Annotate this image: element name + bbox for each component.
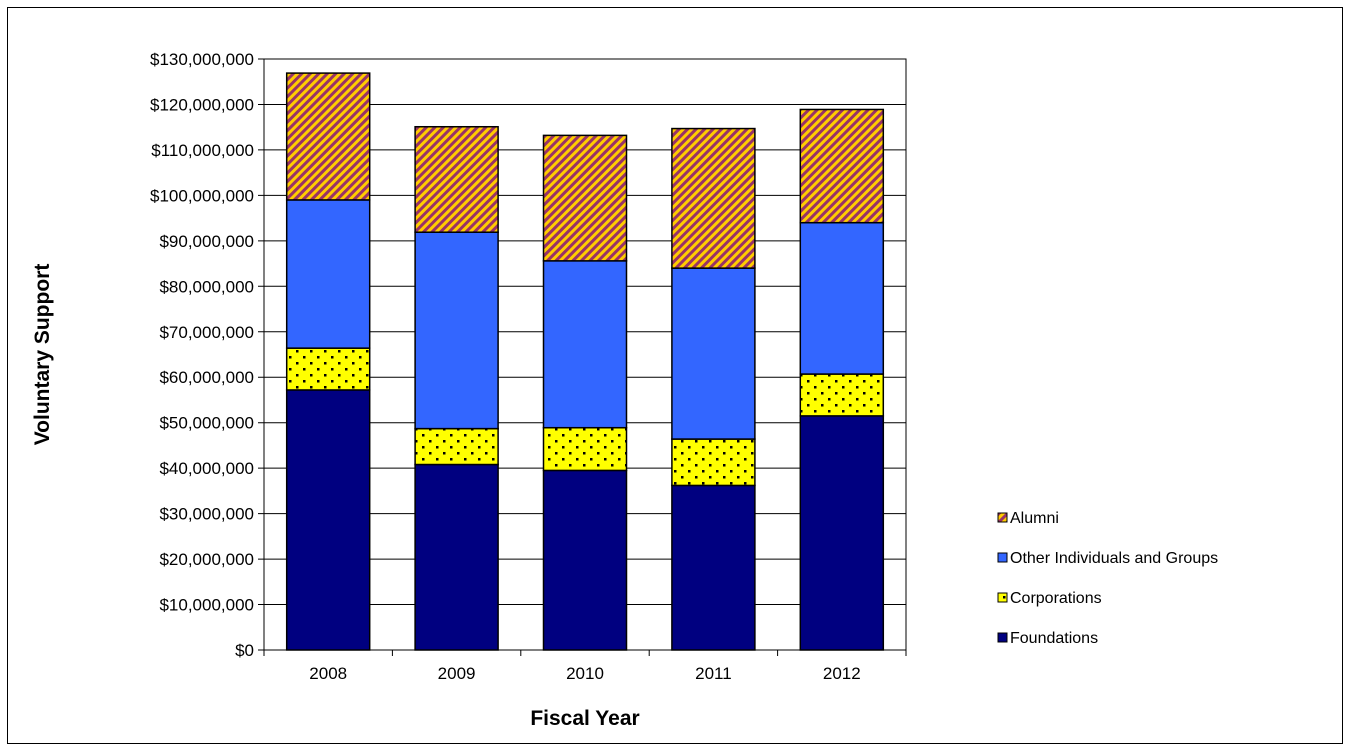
legend-label: Foundations [1010, 630, 1098, 647]
bar-other-individuals-and-groups-2012 [799, 221, 885, 375]
bar-corporations-2010 [542, 426, 628, 472]
bar-foundations-2008 [285, 389, 371, 651]
x-tick-label: 2009 [438, 664, 476, 683]
legend-label: Corporations [1010, 590, 1102, 607]
x-tick-label: 2011 [695, 664, 732, 683]
y-tick-label: $100,000,000 [150, 186, 254, 205]
y-tick-label: $20,000,000 [159, 550, 254, 569]
x-tick-label: 2012 [823, 664, 861, 683]
bar-alumni-2008 [285, 72, 371, 201]
y-tick-label: $110,000,000 [151, 141, 254, 160]
y-tick-label: $0 [235, 641, 254, 660]
y-tick-label: $60,000,000 [159, 368, 254, 387]
x-axis-title: Fiscal Year [530, 707, 639, 730]
y-axis-tick-labels: $0 $10,000,000 $20,000,000 $30,000,000 $40,0… [150, 50, 254, 660]
y-tick-label: $40,000,000 [159, 459, 254, 478]
bar-corporations-2012 [799, 373, 885, 417]
bar-other-individuals-and-groups-2010 [542, 260, 628, 429]
bar-foundations-2009 [414, 463, 499, 651]
legend-label: Alumni [1010, 510, 1059, 527]
bar-other-individuals-and-groups-2008 [285, 199, 371, 349]
legend-swatch-foundations [997, 632, 1008, 643]
bar-foundations-2010 [542, 469, 628, 651]
y-tick-label: $30,000,000 [159, 505, 254, 524]
x-tick-label: 2008 [309, 664, 347, 683]
bar-alumni-2009 [414, 125, 499, 233]
y-axis-title: Voluntary Support [31, 264, 54, 446]
bar-alumni-2010 [542, 134, 628, 262]
bar-alumni-2011 [671, 127, 756, 269]
y-tick-label: $80,000,000 [159, 277, 254, 296]
bar-alumni-2012 [799, 108, 885, 224]
bar-corporations-2008 [285, 347, 371, 391]
y-tick-label: $90,000,000 [159, 232, 254, 251]
bars [285, 72, 885, 651]
y-tick-label: $120,000,000 [150, 95, 254, 114]
legend-swatch-corporations [997, 592, 1008, 603]
bar-corporations-2009 [414, 427, 499, 466]
legend-swatch-other-individuals-and-groups [997, 552, 1008, 563]
legend-label: Other Individuals and Groups [1010, 550, 1218, 567]
bar-other-individuals-and-groups-2009 [414, 231, 499, 430]
bar-foundations-2012 [799, 415, 885, 651]
x-tick-label: 2010 [566, 664, 604, 683]
y-tick-label: $50,000,000 [159, 414, 254, 433]
y-tick-label: $130,000,000 [150, 50, 254, 69]
y-tick-label: $10,000,000 [159, 596, 254, 615]
bar-other-individuals-and-groups-2011 [671, 267, 756, 440]
y-tick-label: $70,000,000 [159, 323, 254, 342]
x-axis-tick-labels: 2008 2009 2010 2011 2012 [263, 650, 907, 683]
legend-swatch-alumni [997, 512, 1008, 523]
legend: Alumni Other Individuals and Groups Corpor… [997, 510, 1218, 647]
bar-corporations-2011 [671, 438, 756, 487]
bar-foundations-2011 [671, 484, 756, 651]
